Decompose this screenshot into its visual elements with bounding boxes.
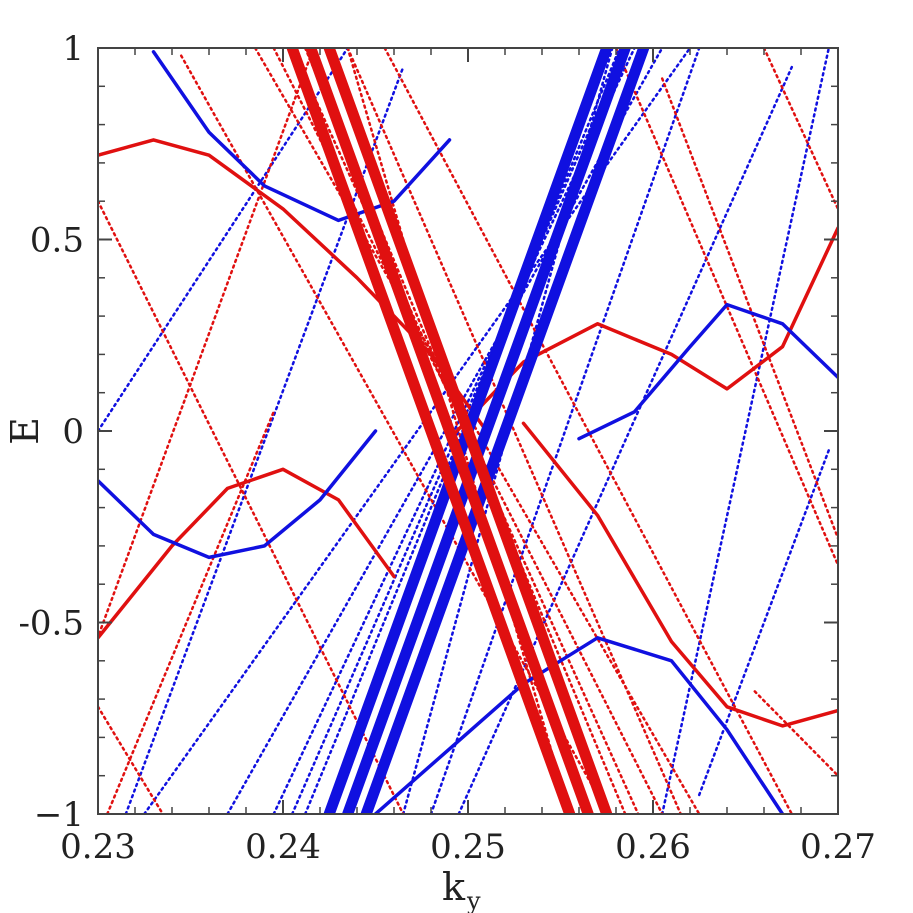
red-dotted-band-line-35 xyxy=(179,54,599,797)
red-dotted-band-line-36 xyxy=(98,54,312,641)
red-dotted-band-line-32 xyxy=(383,48,794,814)
x-tick-label: 0.24 xyxy=(245,827,321,867)
x-tick-label: 0.23 xyxy=(60,827,136,867)
red-thick-band-line-11 xyxy=(323,48,613,814)
red-dotted-band-line-37 xyxy=(106,410,275,814)
ticks-layer: 0.23 0.24 0.25 0.26 0.27 −1 -0.5 0 0.5 1 xyxy=(18,29,875,867)
series-layer xyxy=(98,48,838,814)
blue-thick-band-line-10 xyxy=(342,48,631,814)
x-axis-label-subscript: y xyxy=(466,887,481,913)
y-tick-label: 0 xyxy=(62,412,84,452)
red-thick-band-line-12 xyxy=(286,48,576,814)
blue-thick-band-line-9 xyxy=(360,48,650,814)
blue-solid-band-line-3 xyxy=(98,429,378,560)
blue-dotted-band-line-14 xyxy=(143,48,692,814)
red-dotted-band-line-41 xyxy=(753,690,838,777)
blue-solid-band-line-1 xyxy=(151,50,452,223)
x-tick-label: 0.27 xyxy=(800,827,876,867)
blue-dotted-band-line-24 xyxy=(660,48,831,814)
x-tick-label: 0.26 xyxy=(615,827,691,867)
blue-solid-band-line-6 xyxy=(373,636,785,814)
x-tick-label: 0.25 xyxy=(430,827,506,867)
y-tick-label: 1 xyxy=(62,29,84,69)
x-axis-label: k xyxy=(442,865,466,909)
y-tick-label: 0.5 xyxy=(30,221,84,261)
red-dotted-band-line-31 xyxy=(346,48,682,814)
red-dotted-band-line-39 xyxy=(660,77,838,540)
blue-dotted-band-line-25 xyxy=(697,448,831,797)
red-thick-band-line-13 xyxy=(305,48,594,814)
red-dotted-band-line-26 xyxy=(253,48,701,814)
blue-solid-band-line-5 xyxy=(577,302,838,441)
blue-dotted-band-line-16 xyxy=(272,48,636,814)
red-solid-band-line-7 xyxy=(521,421,838,728)
blue-dotted-band-line-21 xyxy=(457,65,794,814)
blue-dotted-band-line-17 xyxy=(290,48,627,814)
y-axis-label: E xyxy=(3,417,47,445)
blue-dotted-band-line-23 xyxy=(124,65,405,814)
red-solid-band-line-0 xyxy=(98,138,489,433)
y-tick-label: −1 xyxy=(34,795,84,835)
y-tick-label: -0.5 xyxy=(18,604,84,644)
red-dotted-band-line-34 xyxy=(98,705,165,814)
red-solid-band-line-4 xyxy=(447,226,838,441)
red-dotted-band-line-40 xyxy=(762,48,838,211)
red-dotted-band-line-33 xyxy=(98,199,405,814)
red-solid-band-line-2 xyxy=(98,467,396,640)
